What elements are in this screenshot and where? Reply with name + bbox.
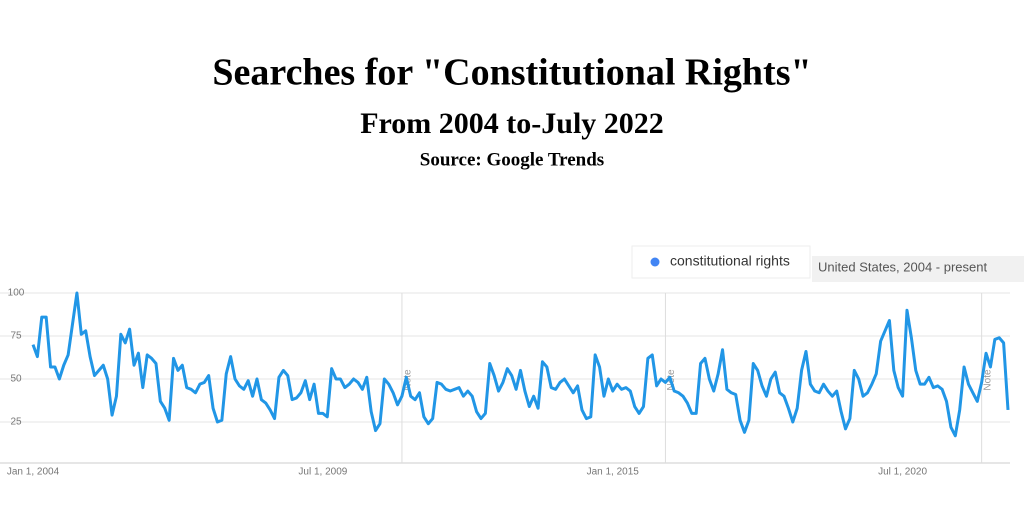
data-line [31, 291, 1010, 438]
x-tick-label: Jan 1, 2004 [7, 467, 60, 478]
note-label: Note [982, 369, 993, 391]
chart-source: Source: Google Trends [420, 149, 604, 170]
chart-subtitle: From 2004 to-July 2022 [360, 107, 664, 140]
region-band [812, 256, 1024, 282]
y-tick-label: 25 [10, 417, 22, 428]
y-tick-label: 75 [10, 331, 22, 342]
legend-label: constitutional rights [670, 253, 790, 269]
y-tick-label: 100 [8, 288, 25, 299]
x-tick-label: Jul 1, 2020 [878, 467, 927, 478]
y-tick-label: 50 [10, 374, 22, 385]
x-tick-label: Jan 1, 2015 [587, 467, 640, 478]
region-label: United States, 2004 - present [818, 259, 987, 274]
legend-box [631, 245, 811, 279]
x-tick-label: Jul 1, 2009 [298, 467, 347, 478]
chart-title: Searches for "Constitutional Rights" [212, 52, 811, 94]
legend-marker [650, 257, 660, 267]
